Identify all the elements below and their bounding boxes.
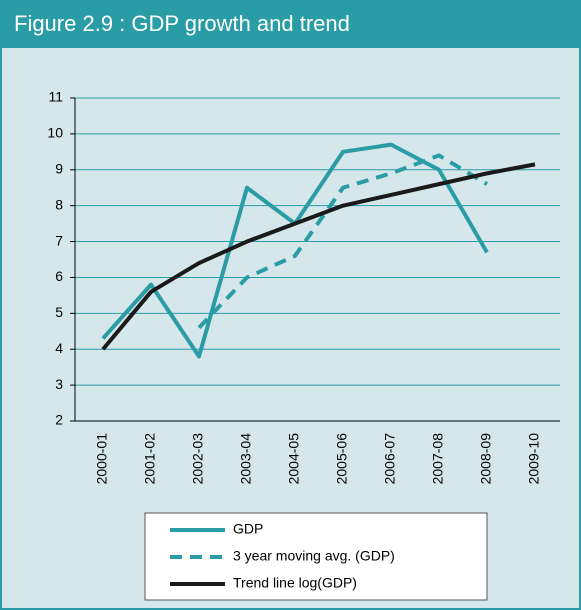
legend-label: 3 year moving avg. (GDP) bbox=[233, 548, 395, 564]
y-tick-label: 6 bbox=[55, 268, 63, 284]
y-tick-label: 10 bbox=[47, 125, 63, 141]
header bbox=[0, 0, 581, 48]
x-tick-label: 2009-10 bbox=[526, 433, 542, 485]
x-tick-label: 2003-04 bbox=[238, 433, 254, 485]
y-tick-label: 8 bbox=[55, 196, 63, 212]
x-tick-label: 2008-09 bbox=[478, 433, 494, 485]
x-tick-label: 2005-06 bbox=[334, 433, 350, 485]
x-tick-label: 2002-03 bbox=[190, 433, 206, 485]
legend-label: Trend line log(GDP) bbox=[233, 575, 357, 591]
x-tick-label: 2000-01 bbox=[94, 433, 110, 485]
y-tick-label: 2 bbox=[55, 412, 63, 428]
legend-label: GDP bbox=[233, 521, 263, 537]
y-tick-label: 7 bbox=[55, 232, 63, 248]
x-tick-label: 2006-07 bbox=[382, 433, 398, 485]
y-tick-label: 4 bbox=[55, 340, 63, 356]
series-line bbox=[101, 162, 536, 351]
y-tick-label: 5 bbox=[55, 304, 63, 320]
series-line bbox=[197, 153, 489, 330]
x-tick-label: 2007-08 bbox=[430, 433, 446, 485]
x-tick-label: 2004-05 bbox=[286, 433, 302, 485]
y-tick-label: 9 bbox=[55, 160, 63, 176]
x-tick-label: 2001-02 bbox=[142, 433, 158, 485]
chart-title: Figure 2.9 : GDP growth and trend bbox=[14, 11, 350, 36]
y-tick-label: 3 bbox=[55, 376, 63, 392]
y-tick-label: 11 bbox=[48, 89, 63, 105]
